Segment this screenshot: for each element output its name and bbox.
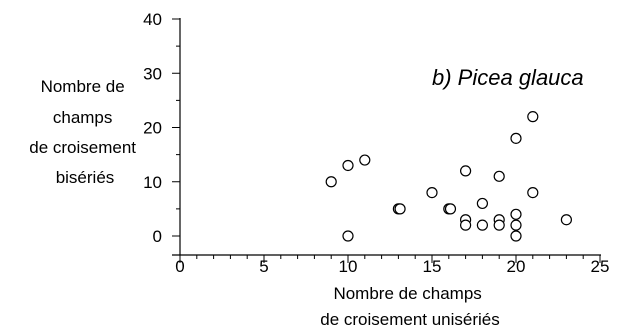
data-point <box>460 219 472 231</box>
y-axis-title-line-3: de croisement <box>29 138 136 157</box>
chart-title: b) Picea glauca <box>432 65 584 90</box>
x-axis-title-line-2: de croisement unisériés <box>320 310 500 329</box>
axes <box>172 18 601 256</box>
x-tick-label: 10 <box>339 257 358 276</box>
data-point <box>359 154 371 166</box>
data-point <box>342 159 354 172</box>
data-point <box>510 208 522 220</box>
x-axis-title: Nombre de champs de croisement unisériés <box>320 284 500 329</box>
data-point <box>325 176 337 188</box>
data-point <box>510 230 522 242</box>
data-point <box>460 165 472 177</box>
y-tick-label: 30 <box>143 64 162 83</box>
x-tick-label: 20 <box>507 257 526 276</box>
data-point <box>493 219 505 231</box>
data-point <box>510 219 522 231</box>
y-axis-title: Nombre de champs de croisement bisériés <box>29 77 141 187</box>
data-point <box>444 203 457 215</box>
data-point <box>476 219 488 231</box>
y-tick-label: 40 <box>143 10 162 29</box>
data-point <box>476 197 488 210</box>
data-point <box>342 230 354 242</box>
y-tick-label: 20 <box>143 119 162 138</box>
data-point <box>426 187 438 199</box>
data-points <box>325 111 573 242</box>
x-tick-label: 5 <box>259 257 268 276</box>
data-point <box>527 111 539 123</box>
y-axis-title-line-1: Nombre de <box>41 77 125 96</box>
data-point <box>527 187 539 199</box>
y-axis-title-line-2: champs <box>53 108 113 127</box>
y-axis-title-line-4: bisériés <box>56 168 115 187</box>
data-point <box>560 214 573 226</box>
x-tick-label: 15 <box>423 257 442 276</box>
data-point <box>394 203 406 215</box>
data-point <box>510 132 522 144</box>
x-tick-label: 0 <box>175 257 184 276</box>
ticks: 0 5 10 15 20 25 0 10 20 30 40 <box>143 10 609 276</box>
y-tick-label: 10 <box>143 173 162 192</box>
x-axis-title-line-1: Nombre de champs <box>333 284 481 303</box>
data-point <box>493 170 505 182</box>
x-tick-label: 25 <box>591 257 610 276</box>
y-tick-label: 0 <box>153 227 162 246</box>
